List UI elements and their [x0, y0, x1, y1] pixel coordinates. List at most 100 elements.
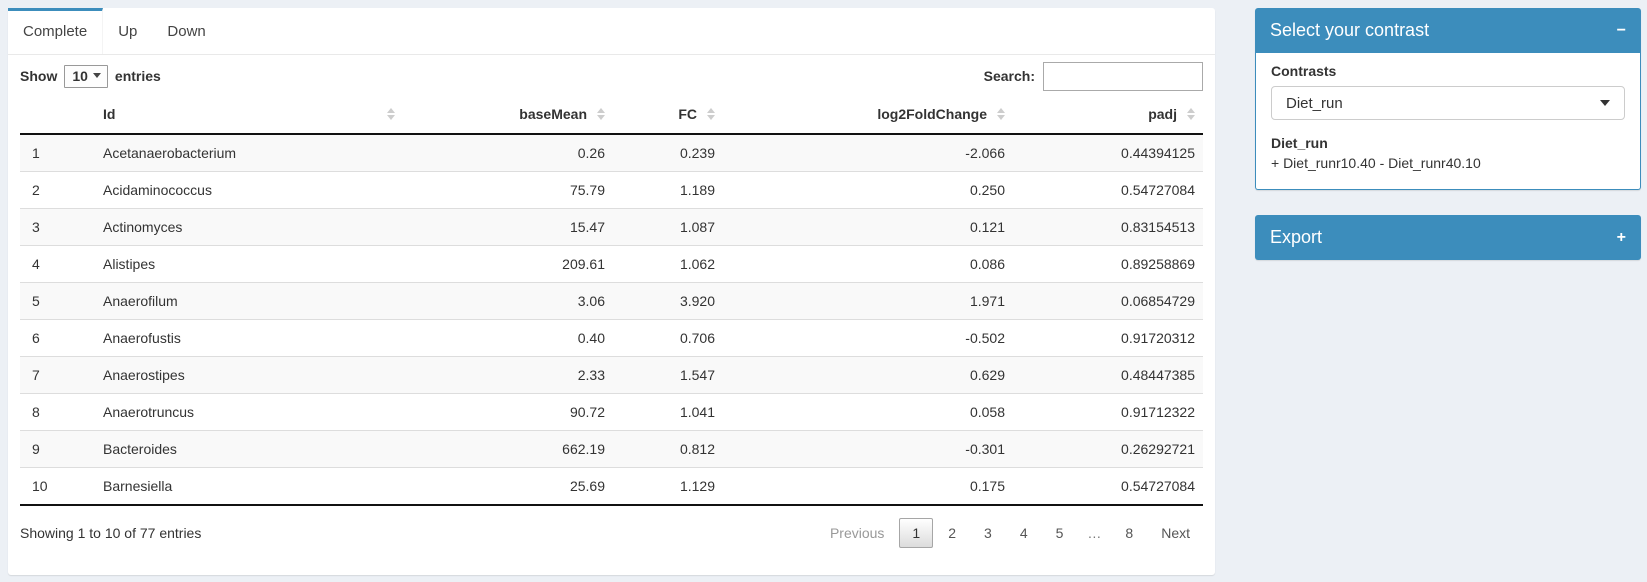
table-info: Showing 1 to 10 of 77 entries: [20, 525, 202, 541]
pagination-page-5[interactable]: 5: [1055, 525, 1064, 541]
column-header-label: padj: [1148, 106, 1177, 122]
cell-index: 3: [20, 208, 95, 246]
sort-icon: [1187, 108, 1195, 120]
cell-basemean: 2.33: [403, 356, 613, 394]
column-header-id[interactable]: Id: [95, 95, 403, 135]
sort-icon: [597, 108, 605, 120]
table-footer: Showing 1 to 10 of 77 entries Previous 1 2…: [8, 506, 1215, 548]
pagination-page-2[interactable]: 2: [948, 525, 957, 541]
pagination-page-3[interactable]: 3: [984, 525, 992, 541]
contrasts-label: Contrasts: [1271, 63, 1337, 79]
table-row: 3 Actinomyces 15.47 1.087 0.121 0.83154513: [20, 208, 1203, 246]
export-panel-title: Export: [1270, 227, 1323, 247]
tab-complete[interactable]: Complete: [8, 8, 104, 54]
table-controls: Show 10 entries Search:: [8, 55, 1215, 95]
entries-label: entries: [114, 68, 161, 84]
contrast-detail: Diet_run + Diet_runr10.40 - Diet_runr40.…: [1271, 133, 1625, 173]
cell-basemean: 25.69: [403, 467, 613, 506]
cell-index: 4: [20, 245, 95, 283]
cell-padj: 0.06854729: [1013, 282, 1203, 320]
contrast-detail-title: Diet_run: [1271, 135, 1328, 151]
cell-index: 9: [20, 430, 95, 468]
cell-index: 8: [20, 393, 95, 431]
search-label: Search:: [983, 68, 1035, 84]
table-row: 4 Alistipes 209.61 1.062 0.086 0.89258869: [20, 245, 1203, 283]
cell-index: 10: [20, 467, 95, 506]
cell-log2foldchange: -2.066: [965, 145, 1005, 161]
cell-id: Bacteroides: [95, 430, 403, 468]
sort-icon: [997, 108, 1005, 120]
cell-index: 6: [20, 319, 95, 357]
tab-up[interactable]: Up: [118, 23, 138, 40]
sort-icon: [707, 108, 715, 120]
page-length-select[interactable]: 10: [64, 64, 108, 88]
cell-basemean: 209.61: [403, 245, 613, 283]
cell-padj: 0.44394125: [1121, 145, 1195, 161]
pagination-page-1[interactable]: 1: [899, 518, 934, 548]
column-header-log2foldchange[interactable]: log2FoldChange: [723, 95, 1013, 135]
results-box: Complete Up Down Show 10 entries Search:…: [8, 8, 1215, 575]
page-length-value: 10: [72, 67, 88, 84]
cell-index: 2: [20, 171, 95, 209]
cell-fc: 0.239: [679, 145, 715, 161]
cell-padj: 0.91712322: [1013, 393, 1203, 431]
pagination-page-4[interactable]: 4: [1019, 525, 1028, 541]
cell-basemean: 15.47: [403, 208, 613, 246]
cell-basemean: 3.06: [403, 282, 613, 320]
cell-id: Acetanaerobacterium: [103, 145, 237, 161]
sort-icon: [387, 108, 395, 120]
page-length-control: Show 10 entries: [20, 64, 161, 88]
cell-fc: 3.920: [613, 282, 723, 320]
table-row: 10 Barnesiella 25.69 1.129 0.175 0.54727084: [20, 467, 1203, 506]
cell-padj: 0.26292721: [1013, 430, 1203, 468]
tab-down[interactable]: Down: [167, 23, 206, 40]
cell-log2foldchange: 0.058: [723, 393, 1013, 431]
pagination-next[interactable]: Next: [1161, 525, 1190, 541]
cell-basemean: 0.40: [403, 319, 613, 357]
column-header-label: baseMean: [519, 106, 587, 122]
cell-log2foldchange: 1.971: [723, 282, 1013, 320]
cell-id: Anaerostipes: [95, 356, 403, 394]
cell-log2foldchange: 0.175: [723, 467, 1013, 506]
cell-basemean: 90.72: [403, 393, 613, 431]
table-row: 1 Acetanaerobacterium 0.26 0.239 -2.066 0.443…: [20, 134, 1203, 172]
cell-basemean: 75.79: [403, 171, 613, 209]
cell-id: Anaerofilum: [95, 282, 403, 320]
cell-id: Anaerotruncus: [95, 393, 403, 431]
cell-id: Alistipes: [95, 245, 403, 283]
table-header-row: Id baseMean FC log2FoldChange padj: [20, 95, 1203, 135]
cell-basemean: 662.19: [403, 430, 613, 468]
collapse-minus-icon[interactable]: −: [1616, 21, 1626, 39]
results-table: Id baseMean FC log2FoldChange padj 1 Acetanae…: [20, 95, 1203, 506]
contrast-panel-body: Contrasts Diet_run Diet_run + Diet_runr1…: [1255, 53, 1641, 190]
table-wrapper: Id baseMean FC log2FoldChange padj 1 Acetanae…: [8, 95, 1215, 506]
cell-fc: 0.812: [613, 430, 723, 468]
table-filter: Search:: [983, 61, 1203, 91]
tab-bar: Complete Up Down: [8, 8, 1215, 55]
table-row: 9 Bacteroides 662.19 0.812 -0.301 0.26292721: [20, 430, 1203, 468]
table-row: 6 Anaerofustis 0.40 0.706 -0.502 0.91720312: [20, 319, 1203, 357]
cell-padj: 0.91720312: [1013, 319, 1203, 357]
contrast-panel: Select your contrast − Contrasts Diet_ru…: [1255, 8, 1641, 190]
pagination-previous[interactable]: Previous: [829, 525, 885, 541]
cell-index: 7: [20, 356, 95, 394]
pagination: Previous 1 2 3 4 5 … 8 Next: [815, 518, 1203, 548]
column-header-basemean[interactable]: baseMean: [403, 95, 613, 135]
cell-fc: 0.706: [613, 319, 723, 357]
cell-id: Acidaminococcus: [95, 171, 403, 209]
contrast-select[interactable]: Diet_run: [1271, 86, 1625, 120]
column-header-label: Id: [103, 106, 116, 122]
pagination-page-8[interactable]: 8: [1125, 525, 1134, 541]
cell-padj: 0.54727084: [1013, 467, 1203, 506]
show-label: Show: [20, 68, 58, 84]
cell-fc: 1.547: [613, 356, 723, 394]
contrast-select-value: Diet_run: [1286, 94, 1343, 112]
expand-plus-icon[interactable]: +: [1616, 228, 1626, 246]
cell-log2foldchange: 0.250: [723, 171, 1013, 209]
cell-padj: 0.54727084: [1013, 171, 1203, 209]
column-header-fc[interactable]: FC: [613, 95, 723, 135]
search-input[interactable]: [1043, 61, 1203, 91]
export-panel[interactable]: Export +: [1255, 215, 1641, 260]
column-header-padj[interactable]: padj: [1013, 95, 1203, 135]
table-row: 7 Anaerostipes 2.33 1.547 0.629 0.48447385: [20, 356, 1203, 394]
